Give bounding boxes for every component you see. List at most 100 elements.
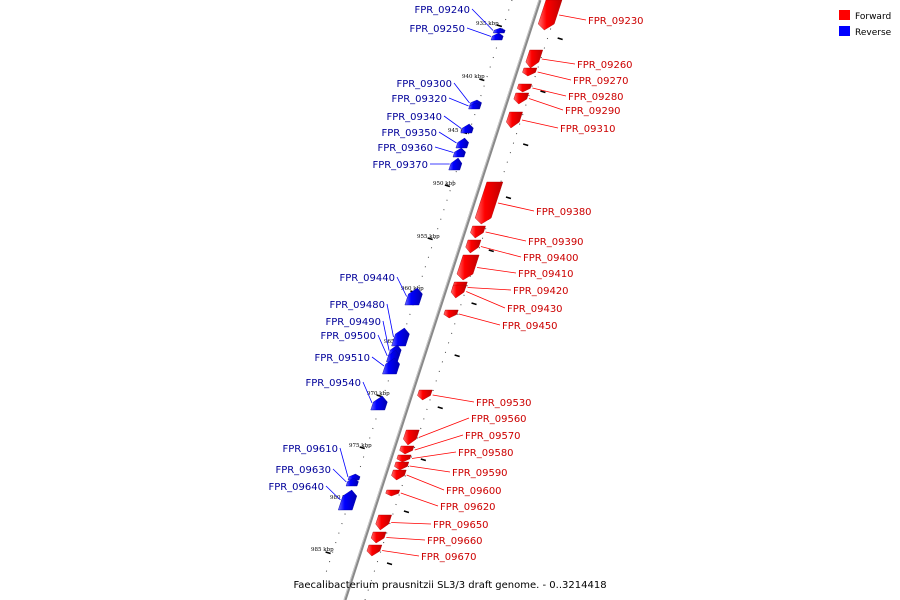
forward-gene-fpr-09450[interactable]: [443, 309, 459, 319]
forward-gene-fpr-09310-shape[interactable]: [506, 111, 523, 129]
forward-gene-fpr-09410-shape[interactable]: [456, 254, 480, 281]
reverse-gene-label[interactable]: FPR_09300: [396, 79, 452, 90]
reverse-gene-fpr-09640[interactable]: [337, 489, 358, 511]
reverse-gene-fpr-09250-shape[interactable]: [490, 32, 504, 41]
forward-gene-label[interactable]: FPR_09580: [458, 448, 514, 459]
forward-gene-fpr-09570-shape[interactable]: [399, 445, 415, 455]
forward-gene-fpr-09290[interactable]: [513, 92, 530, 105]
reverse-gene-fpr-09250[interactable]: [490, 32, 504, 41]
forward-gene-fpr-09670[interactable]: [366, 544, 383, 557]
forward-gene-fpr-09380-shape[interactable]: [474, 181, 504, 225]
forward-gene-label[interactable]: FPR_09570: [465, 431, 521, 442]
forward-gene-label[interactable]: FPR_09650: [433, 520, 489, 531]
reverse-gene-label[interactable]: FPR_09510: [314, 353, 370, 364]
forward-gene-fpr-09430-shape[interactable]: [450, 284, 467, 299]
reverse-gene-fpr-09440[interactable]: [404, 287, 423, 306]
forward-gene-label[interactable]: FPR_09290: [565, 106, 621, 117]
forward-gene-label[interactable]: FPR_09420: [513, 286, 569, 297]
forward-gene-label[interactable]: FPR_09620: [440, 502, 496, 513]
forward-gene-label[interactable]: FPR_09230: [588, 16, 644, 27]
reverse-gene-label[interactable]: FPR_09490: [325, 317, 381, 328]
reverse-gene-fpr-09630-shape[interactable]: [345, 477, 359, 487]
forward-gene-fpr-09310[interactable]: [506, 111, 523, 129]
forward-gene-fpr-09230[interactable]: [537, 0, 563, 31]
forward-gene-fpr-09660[interactable]: [370, 531, 387, 544]
reverse-gene-fpr-09340-shape[interactable]: [460, 123, 474, 134]
forward-gene-fpr-09260[interactable]: [525, 49, 544, 69]
forward-gene-label[interactable]: FPR_09560: [471, 414, 527, 425]
forward-gene-fpr-09580[interactable]: [396, 454, 412, 463]
reverse-gene-label[interactable]: FPR_09370: [372, 160, 428, 171]
forward-gene-fpr-09280-shape[interactable]: [517, 83, 532, 93]
forward-gene-fpr-09650-shape[interactable]: [375, 514, 392, 531]
reverse-gene-label[interactable]: FPR_09360: [377, 143, 433, 154]
forward-gene-fpr-09530-shape[interactable]: [417, 389, 433, 401]
reverse-gene-label[interactable]: FPR_09340: [386, 112, 442, 123]
forward-gene-fpr-09280[interactable]: [517, 83, 532, 93]
forward-gene-fpr-09600-shape[interactable]: [391, 469, 407, 481]
forward-gene-fpr-09430[interactable]: [450, 284, 467, 299]
reverse-gene-fpr-09370-shape[interactable]: [448, 157, 463, 171]
reverse-gene-label[interactable]: FPR_09440: [339, 273, 395, 284]
forward-gene-fpr-09590[interactable]: [394, 461, 410, 471]
reverse-gene-label[interactable]: FPR_09350: [381, 128, 437, 139]
reverse-gene-fpr-09370[interactable]: [448, 157, 463, 171]
forward-gene-fpr-09620[interactable]: [385, 489, 401, 497]
forward-gene-fpr-09590-shape[interactable]: [394, 461, 410, 471]
reverse-gene-fpr-09510-shape[interactable]: [382, 357, 400, 375]
reverse-gene-fpr-09350-shape[interactable]: [455, 137, 469, 149]
forward-gene-label[interactable]: FPR_09670: [421, 552, 477, 563]
forward-gene-fpr-09290-shape[interactable]: [513, 92, 530, 105]
reverse-gene-label[interactable]: FPR_09540: [305, 378, 361, 389]
reverse-gene-label[interactable]: FPR_09240: [414, 5, 470, 16]
forward-gene-fpr-09380[interactable]: [474, 181, 504, 225]
forward-gene-fpr-09230-shape[interactable]: [537, 0, 563, 31]
forward-gene-label[interactable]: FPR_09400: [523, 253, 579, 264]
forward-gene-fpr-09270[interactable]: [522, 67, 538, 77]
forward-gene-label[interactable]: FPR_09270: [573, 76, 629, 87]
forward-gene-label[interactable]: FPR_09390: [528, 237, 584, 248]
reverse-gene-fpr-09320-shape[interactable]: [468, 102, 481, 110]
forward-gene-label[interactable]: FPR_09260: [577, 60, 633, 71]
reverse-gene-fpr-09540[interactable]: [370, 395, 388, 411]
reverse-gene-fpr-09240[interactable]: [492, 27, 506, 34]
forward-gene-fpr-09450-shape[interactable]: [443, 309, 459, 319]
reverse-gene-fpr-09320[interactable]: [468, 102, 481, 110]
reverse-gene-label[interactable]: FPR_09610: [282, 444, 338, 455]
reverse-gene-fpr-09360[interactable]: [452, 147, 466, 158]
reverse-gene-fpr-09630[interactable]: [345, 477, 359, 487]
forward-gene-fpr-09270-shape[interactable]: [522, 67, 538, 77]
forward-gene-label[interactable]: FPR_09660: [427, 536, 483, 547]
forward-gene-fpr-09670-shape[interactable]: [366, 544, 383, 557]
forward-gene-fpr-09600[interactable]: [391, 469, 407, 481]
forward-gene-fpr-09400-shape[interactable]: [465, 239, 482, 254]
forward-gene-fpr-09570[interactable]: [399, 445, 415, 455]
forward-gene-fpr-09660-shape[interactable]: [370, 531, 387, 544]
reverse-gene-fpr-09360-shape[interactable]: [452, 147, 466, 158]
forward-gene-label[interactable]: FPR_09280: [568, 92, 624, 103]
forward-gene-label[interactable]: FPR_09310: [560, 124, 616, 135]
reverse-gene-fpr-09540-shape[interactable]: [370, 395, 388, 411]
forward-gene-fpr-09390[interactable]: [470, 225, 486, 239]
forward-gene-fpr-09390-shape[interactable]: [470, 225, 486, 239]
forward-gene-fpr-09560-shape[interactable]: [403, 429, 420, 446]
forward-gene-fpr-09580-shape[interactable]: [396, 454, 412, 463]
reverse-gene-label[interactable]: FPR_09320: [391, 94, 447, 105]
forward-gene-label[interactable]: FPR_09450: [502, 321, 558, 332]
reverse-gene-fpr-09640-shape[interactable]: [337, 489, 358, 511]
reverse-gene-label[interactable]: FPR_09480: [329, 300, 385, 311]
forward-gene-label[interactable]: FPR_09600: [446, 486, 502, 497]
forward-gene-fpr-09530[interactable]: [417, 389, 433, 401]
reverse-gene-fpr-09350[interactable]: [455, 137, 469, 149]
forward-gene-fpr-09400[interactable]: [465, 239, 482, 254]
reverse-gene-label[interactable]: FPR_09640: [268, 482, 324, 493]
forward-gene-fpr-09620-shape[interactable]: [385, 489, 401, 497]
forward-gene-fpr-09650[interactable]: [375, 514, 392, 531]
forward-gene-label[interactable]: FPR_09530: [476, 398, 532, 409]
reverse-gene-label[interactable]: FPR_09630: [275, 465, 331, 476]
reverse-gene-fpr-09440-shape[interactable]: [404, 287, 423, 306]
forward-gene-fpr-09560[interactable]: [403, 429, 420, 446]
forward-gene-label[interactable]: FPR_09590: [452, 468, 508, 479]
forward-gene-label[interactable]: FPR_09430: [507, 304, 563, 315]
reverse-gene-fpr-09340[interactable]: [460, 123, 474, 134]
